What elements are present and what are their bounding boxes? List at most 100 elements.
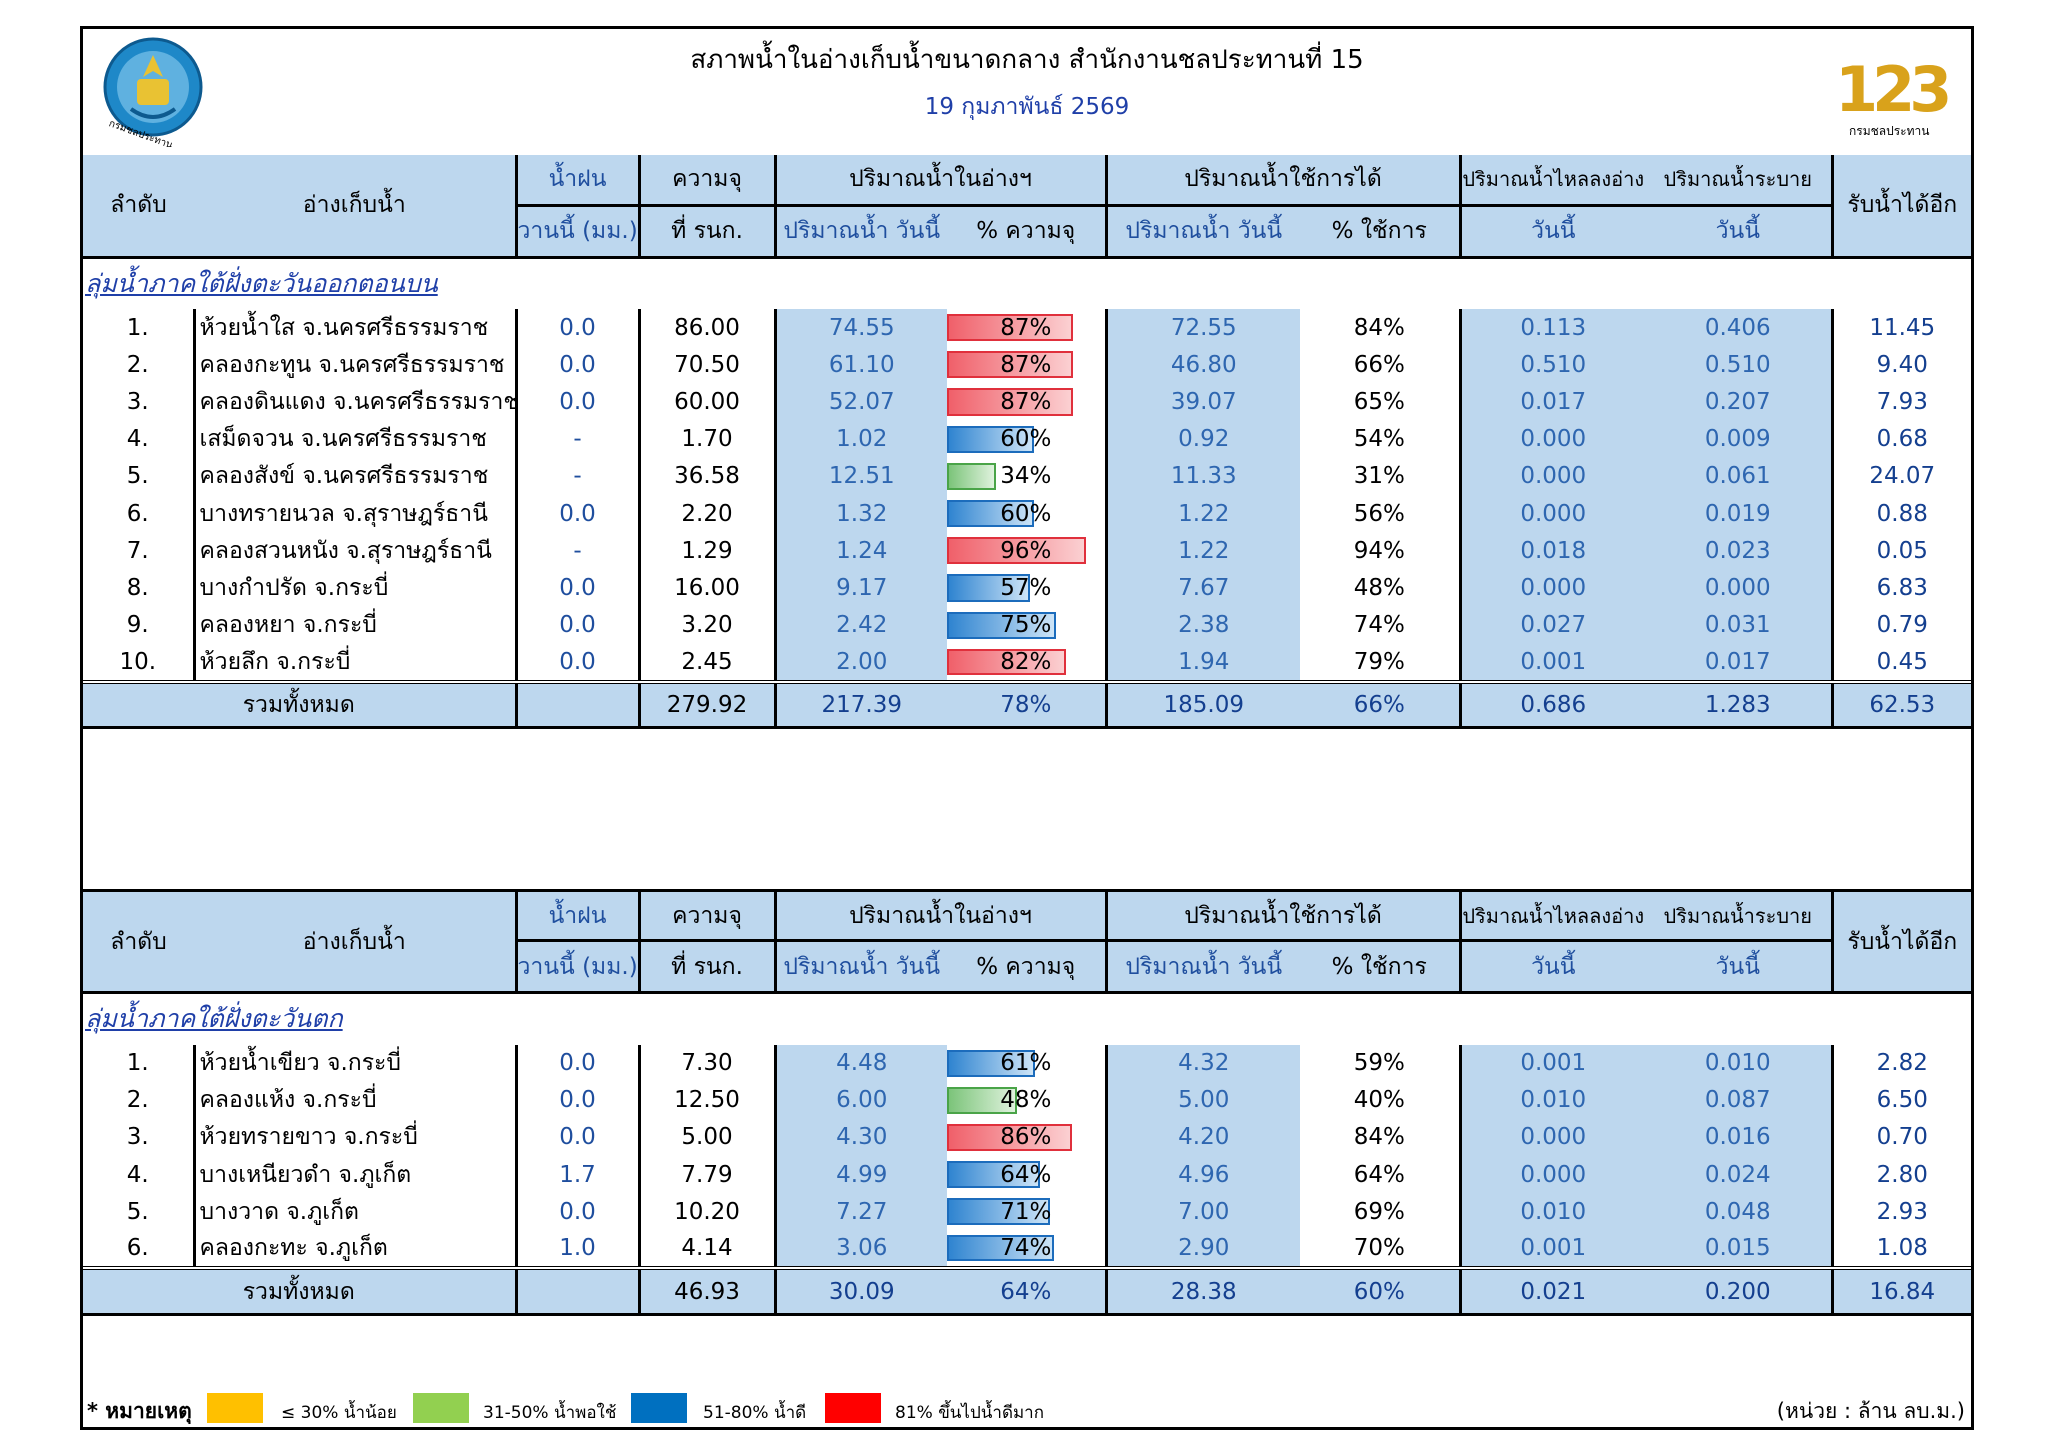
- row-volume-pct: 82%: [947, 644, 1106, 682]
- col-rain-header: น้ำฝน: [514, 889, 639, 941]
- col-release-subheader: วันนี้: [1645, 203, 1833, 259]
- total-usable-pct: 60%: [1300, 1266, 1461, 1316]
- row-volume-pct: 71%: [947, 1193, 1106, 1230]
- row-rain: 0.0: [514, 494, 639, 533]
- row-rain: 0.0: [514, 606, 639, 644]
- row-reservoir-name: ห้วยน้ำใส จ.นครศรีธรรมราช: [192, 309, 516, 347]
- col-inflow-header: ปริมาณน้ำไหลลงอ่าง: [1458, 155, 1646, 205]
- row-usable-pct: 54%: [1353, 426, 1405, 453]
- table-row: 5. บางวาด จ.ภูเก็ต 0.0 10.20 7.27 71% 7.00 69% 0…: [83, 1193, 1972, 1231]
- total-volume: 217.39: [773, 679, 947, 730]
- table-row: 3. ห้วยทรายขาว จ.กระบี่ 0.0 5.00 4.30 86% 4.20…: [83, 1118, 1972, 1157]
- table-row: 3. คลองดินแดง จ.นครศรีธรรมราช 0.0 60.00 52.0…: [83, 383, 1972, 421]
- row-capacity: 36.58: [637, 457, 775, 495]
- row-release: 0.087: [1645, 1081, 1833, 1119]
- table-row: 1. ห้วยน้ำเขียว จ.กระบี่ 0.0 7.30 4.48 61% 4.3…: [83, 1044, 1972, 1082]
- row-rain: 0.0: [514, 383, 639, 421]
- col-usable-group-header: ปริมาณน้ำใช้การได้: [1104, 889, 1461, 941]
- row-remaining: 0.45: [1830, 643, 1972, 682]
- total-label: รวมทั้งหมด: [83, 679, 516, 730]
- col-inflow-header: ปริมาณน้ำไหลลงอ่าง: [1458, 889, 1646, 941]
- volume-pct-bar: [947, 462, 996, 490]
- row-usable: 1.22: [1104, 532, 1300, 570]
- row-remaining: 24.07: [1830, 457, 1972, 495]
- row-volume-pct: 34%: [947, 458, 1106, 495]
- row-capacity: 2.20: [637, 494, 775, 533]
- basin-title: ลุ่มน้ำภาคใต้ฝั่งตะวันออกตอนบน: [85, 268, 438, 298]
- col-order-header: ลำดับ: [83, 889, 194, 994]
- volume-pct-bar: [947, 1198, 1050, 1226]
- total-remaining: 16.84: [1830, 1266, 1972, 1316]
- row-remaining: 2.80: [1830, 1156, 1972, 1194]
- row-volume: 74.55: [773, 309, 947, 347]
- row-volume: 6.00: [773, 1081, 947, 1119]
- row-release: 0.019: [1645, 494, 1833, 533]
- table-row: 4. เสม็ดจวน จ.นครศรีธรรมราช -1.70 1.02 60% 0.…: [83, 420, 1972, 458]
- total-release: 1.283: [1645, 679, 1833, 730]
- row-volume-pct: 87%: [947, 309, 1106, 346]
- row-remaining: 9.40: [1830, 346, 1972, 384]
- row-volume: 1.02: [773, 420, 947, 458]
- col-volume-group-header: ปริมาณน้ำในอ่างฯ: [773, 889, 1106, 941]
- col-volume-pct-subheader: % ความจุ: [947, 939, 1106, 994]
- row-inflow: 0.010: [1458, 1081, 1646, 1119]
- volume-pct-bar: [947, 1123, 1072, 1152]
- row-order: 8.: [126, 574, 149, 601]
- table-row: 2. คลองกะทูน จ.นครศรีธรรมราช 0.0 70.50 61.10…: [83, 346, 1972, 384]
- legend-text-very-good: 81% ขึ้นไปน้ำดีมาก: [895, 1403, 1045, 1423]
- row-inflow: 0.000: [1458, 420, 1646, 458]
- total-release: 0.200: [1645, 1266, 1833, 1316]
- total-volume-pct: 78%: [947, 679, 1106, 730]
- row-rain: -: [514, 457, 639, 495]
- volume-pct-bar: [947, 351, 1073, 379]
- row-volume: 9.17: [773, 569, 947, 607]
- volume-pct-text: 71%: [1000, 1198, 1052, 1225]
- row-capacity: 60.00: [637, 383, 775, 421]
- volume-pct-bar: [947, 537, 1086, 565]
- row-usable-pct: 84%: [1353, 1124, 1405, 1151]
- row-order: 6.: [126, 500, 149, 527]
- col-volume-subheader: ปริมาณน้ำ วันนี้: [773, 939, 947, 994]
- row-reservoir-name: คลองดินแดง จ.นครศรีธรรมราช: [192, 383, 516, 421]
- row-release: 0.406: [1645, 309, 1833, 347]
- row-release: 0.024: [1645, 1156, 1833, 1194]
- row-release: 0.061: [1645, 457, 1833, 495]
- row-reservoir-name: บางทรายนวล จ.สุราษฎร์ธานี: [192, 494, 516, 533]
- row-usable: 39.07: [1104, 383, 1300, 421]
- row-rain: 0.0: [514, 1044, 639, 1082]
- row-release: 0.048: [1645, 1193, 1833, 1231]
- table-row: 10. ห้วยลึก จ.กระบี่ 0.0 2.45 2.00 82% 1.94 79%…: [83, 643, 1972, 682]
- row-volume: 2.42: [773, 606, 947, 644]
- col-volume-group-header: ปริมาณน้ำในอ่างฯ: [773, 155, 1106, 205]
- row-release: 0.009: [1645, 420, 1833, 458]
- total-inflow: 0.686: [1458, 679, 1646, 730]
- col-rain-header: น้ำฝน: [514, 155, 639, 205]
- row-inflow: 0.000: [1458, 1118, 1646, 1157]
- row-usable-pct: 56%: [1353, 500, 1405, 527]
- row-usable: 1.94: [1104, 643, 1300, 682]
- volume-pct-bar: [947, 314, 1073, 342]
- basin-row: ลุ่มน้ำภาคใต้ฝั่งตะวันตก: [83, 993, 1971, 1045]
- row-capacity: 16.00: [637, 569, 775, 607]
- row-usable-pct: 64%: [1353, 1161, 1405, 1188]
- volume-pct-text: 57%: [1000, 574, 1052, 601]
- row-rain: 0.0: [514, 1193, 639, 1231]
- row-usable: 5.00: [1104, 1081, 1300, 1119]
- data-rows: 1. ห้วยน้ำใส จ.นครศรีธรรมราช 0.0 86.00 74.55…: [83, 309, 1972, 682]
- row-volume: 3.06: [773, 1230, 947, 1269]
- row-capacity: 12.50: [637, 1081, 775, 1119]
- row-volume: 4.99: [773, 1156, 947, 1194]
- row-inflow: 0.001: [1458, 1044, 1646, 1082]
- col-remaining-header: รับน้ำได้อีก: [1830, 889, 1972, 994]
- table-row: 4. บางเหนียวดำ จ.ภูเก็ต 1.7 7.79 4.99 64% 4.96…: [83, 1156, 1972, 1194]
- row-order: 5.: [126, 463, 149, 490]
- row-volume: 7.27: [773, 1193, 947, 1231]
- legend-text-low: ≤ 30% น้ำน้อย: [281, 1403, 397, 1423]
- row-reservoir-name: คลองสังข์ จ.นครศรีธรรมราช: [192, 457, 516, 495]
- table-row: 7. คลองสวนหนัง จ.สุราษฎร์ธานี -1.29 1.24 96%…: [83, 532, 1972, 570]
- row-usable-pct: 79%: [1353, 648, 1405, 675]
- row-volume-pct: 74%: [947, 1230, 1106, 1268]
- legend-swatch-very-good: [825, 1393, 881, 1423]
- row-usable: 4.32: [1104, 1044, 1300, 1082]
- row-usable-pct: 70%: [1353, 1235, 1405, 1262]
